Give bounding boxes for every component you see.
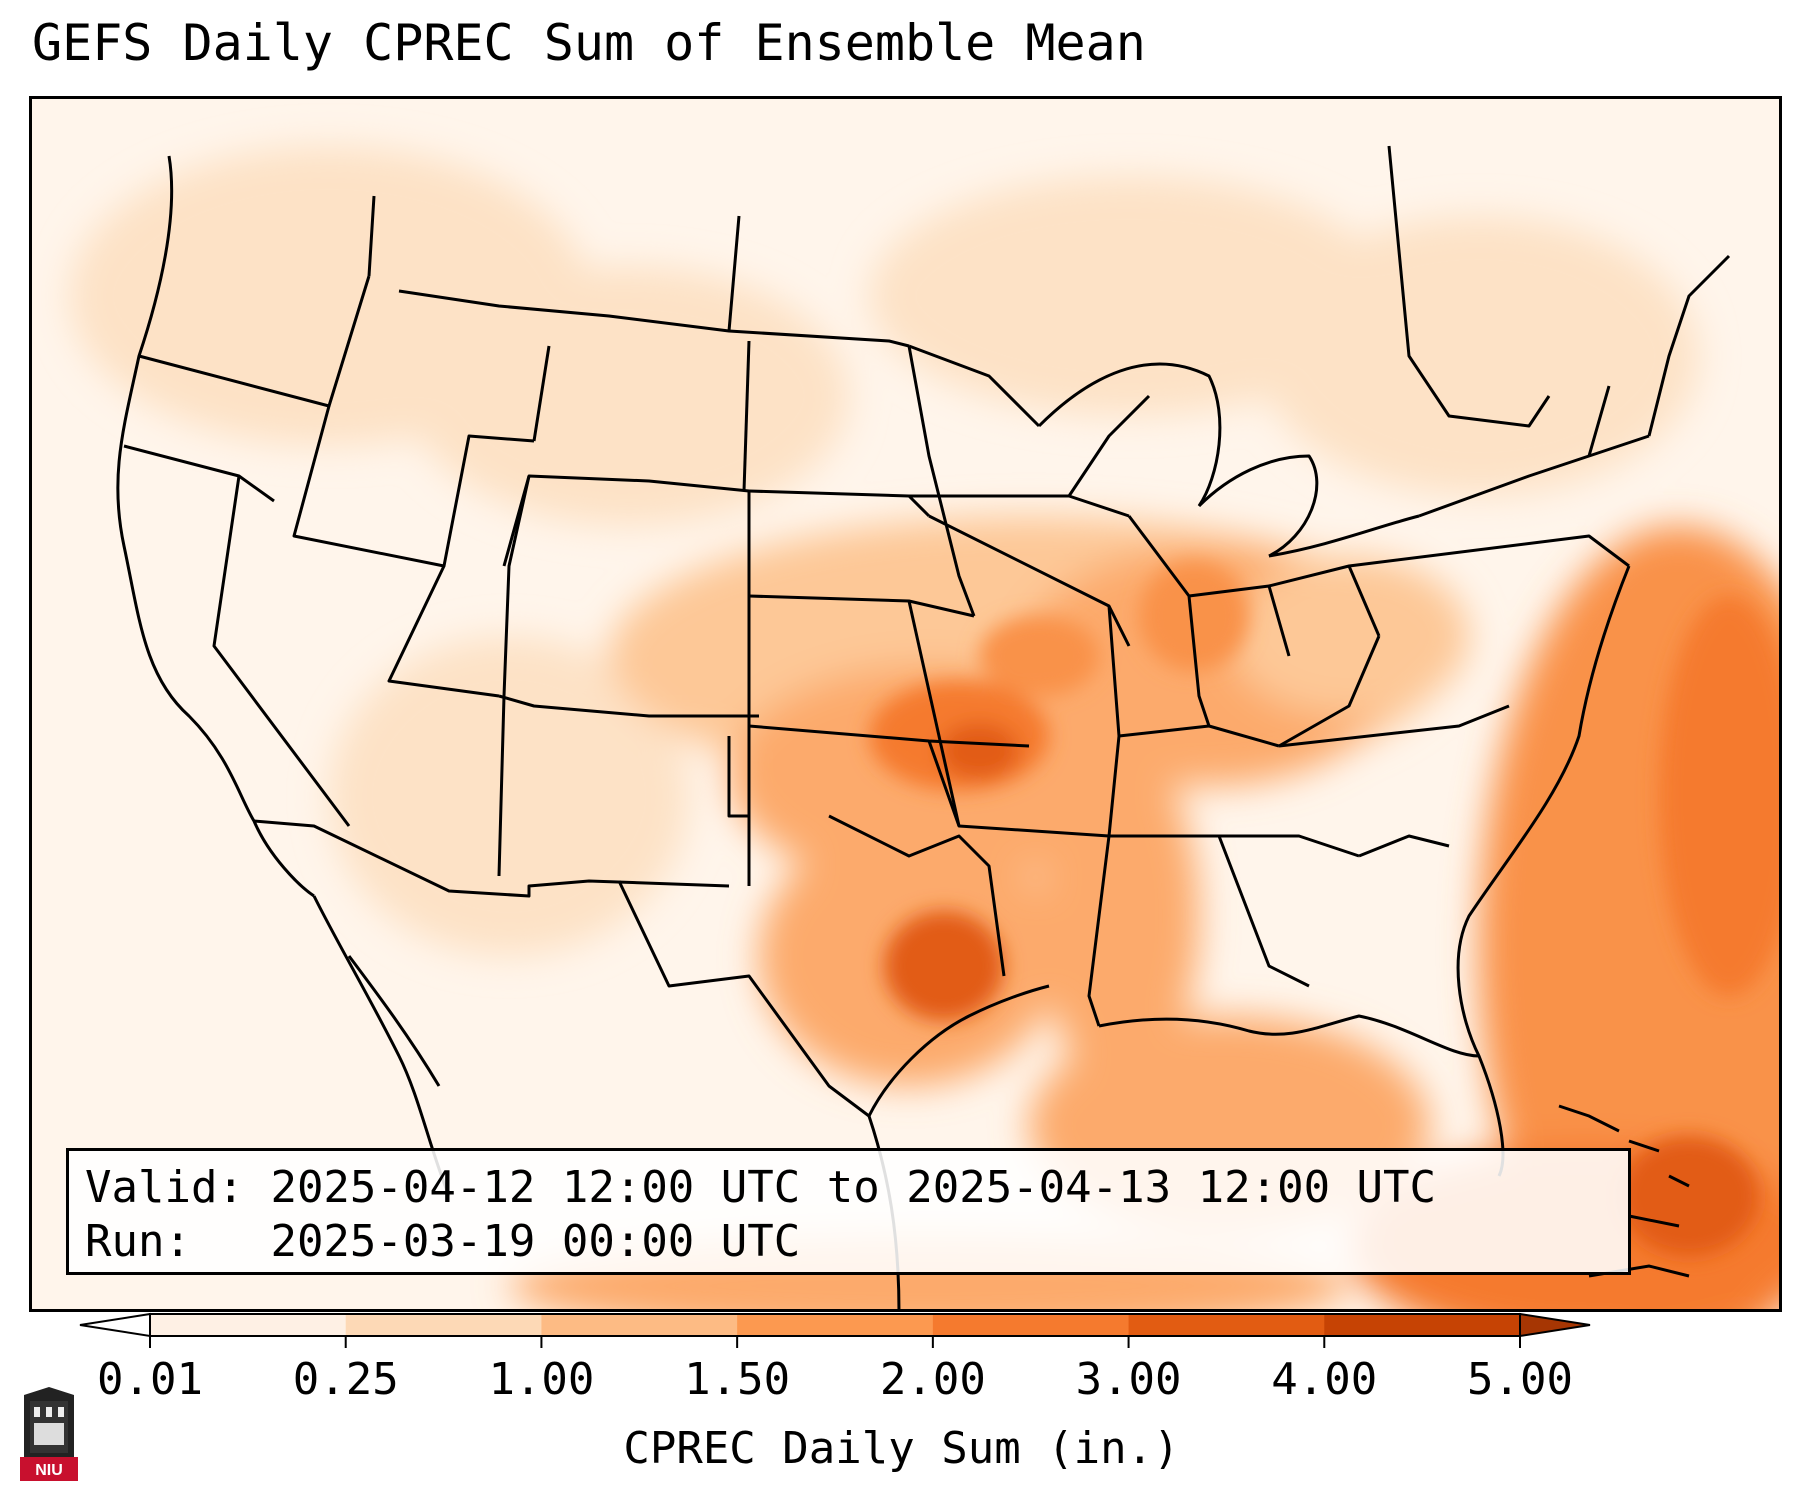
niu-logo-icon: NIU bbox=[20, 1387, 78, 1481]
colorbar-over-arrow bbox=[1519, 1312, 1591, 1338]
colorbar-tick-label: 4.00 bbox=[1271, 1354, 1377, 1405]
valid-line: Valid: 2025-04-12 12:00 UTC to 2025-04-1… bbox=[85, 1161, 1612, 1215]
map-title: GEFS Daily CPREC Sum of Ensemble Mean bbox=[32, 14, 1146, 72]
state-boundaries bbox=[116, 145, 1731, 1177]
colorbar-segment bbox=[932, 1314, 1130, 1336]
colorbar-segment bbox=[1324, 1314, 1521, 1336]
colorbar: 0.01 0.25 1.00 1.50 2.00 3.00 4.00 5.00 bbox=[79, 1312, 1591, 1405]
colorbar-tick-label: 5.00 bbox=[1467, 1354, 1573, 1405]
colorbar-tick-label: 3.00 bbox=[1076, 1354, 1182, 1405]
map-frame bbox=[29, 96, 1782, 1312]
colorbar-under-arrow bbox=[79, 1312, 151, 1338]
colorbar-tick-label: 1.50 bbox=[684, 1354, 790, 1405]
colorbar-segment bbox=[345, 1314, 542, 1336]
colorbar-segment bbox=[150, 1314, 347, 1336]
colorbar-tick-label: 0.25 bbox=[293, 1354, 399, 1405]
colorbar-tick-label: 0.01 bbox=[97, 1354, 203, 1405]
valid-run-box: Valid: 2025-04-12 12:00 UTC to 2025-04-1… bbox=[66, 1148, 1631, 1275]
colorbar-label: CPREC Daily Sum (in.) bbox=[623, 1423, 1180, 1474]
niu-logo-banner bbox=[20, 1457, 78, 1481]
run-label: Run: bbox=[85, 1216, 191, 1267]
colorbar-segment bbox=[541, 1314, 738, 1336]
colorbar-outline bbox=[149, 1313, 1521, 1337]
precip-map bbox=[29, 96, 1782, 1312]
colorbar-segment bbox=[1128, 1314, 1325, 1336]
valid-label: Valid: bbox=[85, 1162, 244, 1213]
colorbar-tick-label: 2.00 bbox=[880, 1354, 986, 1405]
run-time: 2025-03-19 00:00 UTC bbox=[270, 1216, 801, 1267]
colorbar-segment bbox=[737, 1314, 934, 1336]
valid-time-range: 2025-04-12 12:00 UTC to 2025-04-13 12:00… bbox=[270, 1162, 1437, 1213]
colorbar-tick-label: 1.00 bbox=[488, 1354, 594, 1405]
run-line: Run: 2025-03-19 00:00 UTC bbox=[85, 1215, 1612, 1269]
precip-max-shading bbox=[869, 561, 1782, 1256]
niu-logo-text: NIU bbox=[35, 1462, 63, 1479]
